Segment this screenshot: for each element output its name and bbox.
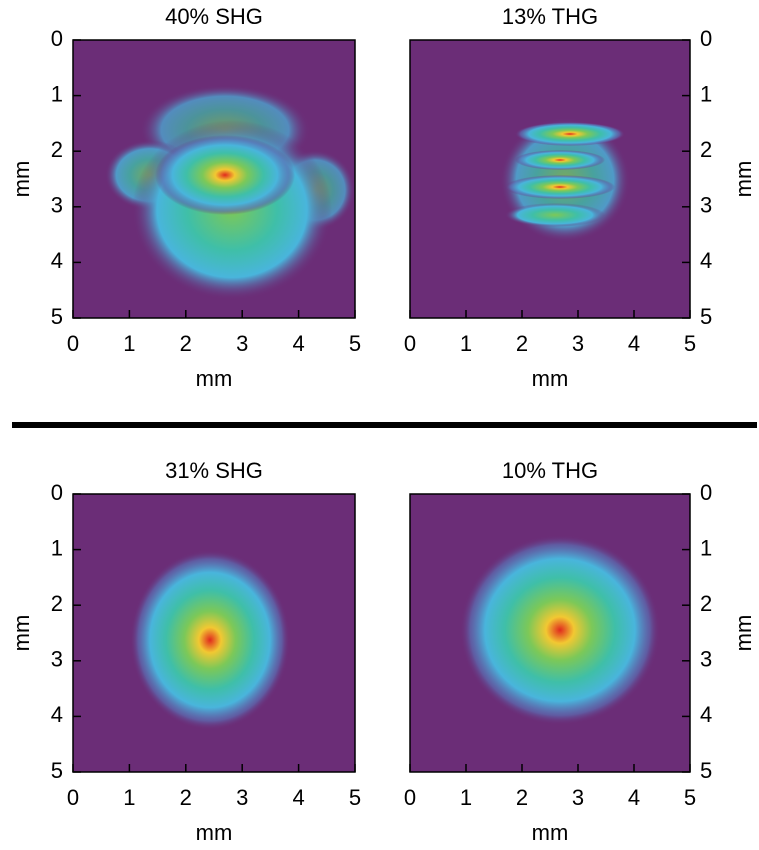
y-tick-label: 4 <box>51 702 63 727</box>
x-tick-label: 2 <box>516 331 528 356</box>
x-tick-label: 5 <box>349 331 361 356</box>
plot-frame <box>72 493 356 773</box>
x-tick-label: 0 <box>67 785 79 810</box>
x-axis-label: mm <box>196 820 233 845</box>
y-tick-label: 1 <box>51 81 63 106</box>
chart-title: 10% THG <box>502 458 598 483</box>
y-tick-label: 5 <box>51 304 63 329</box>
x-tick-label: 0 <box>67 331 79 356</box>
y-axis-label: mm <box>9 615 34 652</box>
y-axis-label: mm <box>9 161 34 198</box>
separator <box>12 422 757 428</box>
y-tick-label: 1 <box>700 535 712 560</box>
x-axis-label: mm <box>196 366 233 391</box>
x-tick-label: 4 <box>628 331 640 356</box>
x-tick-label: 0 <box>404 331 416 356</box>
y-tick-label: 2 <box>51 591 63 616</box>
y-tick-label: 3 <box>700 193 712 218</box>
y-tick-label: 1 <box>51 535 63 560</box>
x-tick-label: 3 <box>572 331 584 356</box>
plot-frame <box>72 39 356 319</box>
beam-image <box>73 494 355 772</box>
y-tick-label: 0 <box>51 480 63 505</box>
x-tick-label: 1 <box>460 331 472 356</box>
x-tick-label: 5 <box>349 785 361 810</box>
y-tick-label: 2 <box>51 137 63 162</box>
x-tick-label: 1 <box>460 785 472 810</box>
y-tick-label: 4 <box>700 248 712 273</box>
x-tick-label: 5 <box>684 331 696 356</box>
y-tick-label: 0 <box>51 26 63 51</box>
x-tick-label: 0 <box>404 785 416 810</box>
plot-frame <box>409 493 691 773</box>
x-axis-label: mm <box>532 820 569 845</box>
beam-image <box>410 40 690 318</box>
y-axis-label: mm <box>731 161 756 198</box>
x-tick-label: 3 <box>236 331 248 356</box>
y-tick-label: 4 <box>51 248 63 273</box>
x-tick-label: 2 <box>180 785 192 810</box>
x-tick-label: 4 <box>292 785 304 810</box>
beam-image <box>410 494 690 772</box>
y-tick-label: 2 <box>700 137 712 162</box>
y-tick-label: 5 <box>700 758 712 783</box>
y-tick-label: 5 <box>51 758 63 783</box>
beam-image <box>73 40 355 318</box>
x-tick-label: 1 <box>123 785 135 810</box>
y-tick-label: 3 <box>700 647 712 672</box>
x-tick-label: 4 <box>292 331 304 356</box>
y-tick-label: 1 <box>700 81 712 106</box>
y-tick-label: 0 <box>700 26 712 51</box>
chart-title: 40% SHG <box>165 4 263 29</box>
y-tick-label: 5 <box>700 304 712 329</box>
x-tick-label: 1 <box>123 331 135 356</box>
y-tick-label: 4 <box>700 702 712 727</box>
x-tick-label: 2 <box>516 785 528 810</box>
y-tick-label: 3 <box>51 193 63 218</box>
y-tick-label: 3 <box>51 647 63 672</box>
y-tick-label: 2 <box>700 591 712 616</box>
x-tick-label: 3 <box>572 785 584 810</box>
x-tick-label: 4 <box>628 785 640 810</box>
plot-frame <box>409 39 691 319</box>
y-axis-label: mm <box>731 615 756 652</box>
chart-title: 31% SHG <box>165 458 263 483</box>
y-tick-label: 0 <box>700 480 712 505</box>
x-tick-label: 2 <box>180 331 192 356</box>
x-tick-label: 3 <box>236 785 248 810</box>
x-axis-label: mm <box>532 366 569 391</box>
chart-title: 13% THG <box>502 4 598 29</box>
x-tick-label: 5 <box>684 785 696 810</box>
